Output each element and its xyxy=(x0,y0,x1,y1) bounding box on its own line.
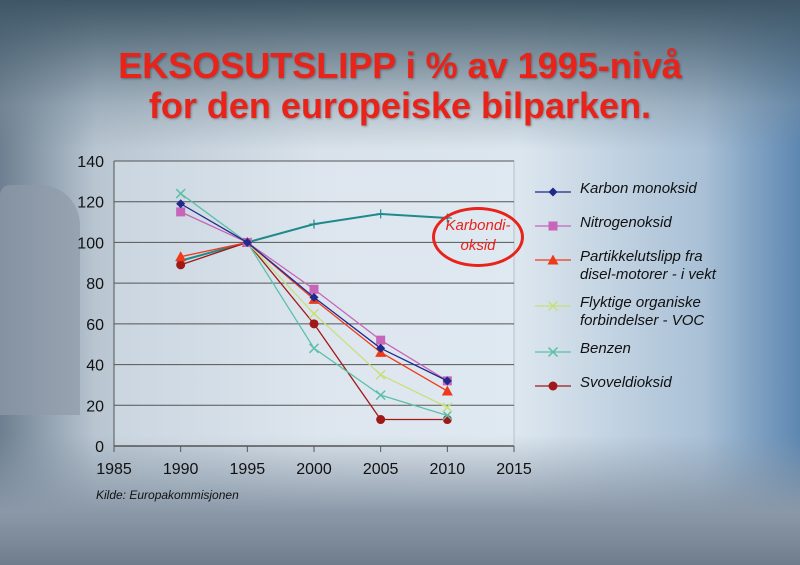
legend-label-line: Nitrogenoksid xyxy=(580,214,672,231)
background-car xyxy=(0,185,80,415)
legend-label: Partikkelutslipp fra disel-motorer - i ve… xyxy=(580,248,716,284)
legend-symbol-x-icon xyxy=(535,301,571,311)
legend-symbol-diamond-icon xyxy=(535,187,571,197)
x-tick-label: 2005 xyxy=(363,461,399,478)
background-trees xyxy=(0,0,800,150)
legend-item: Benzen xyxy=(530,340,790,374)
legend-marker xyxy=(548,381,558,391)
y-tick-label: 60 xyxy=(86,317,104,334)
data-point xyxy=(308,343,320,354)
data-point xyxy=(309,292,319,302)
data-point xyxy=(442,402,453,413)
data-point xyxy=(176,199,186,209)
source-note: Kilde: Europakommisjonen xyxy=(96,488,239,502)
y-tick-label: 100 xyxy=(77,235,104,252)
y-tick-label: 40 xyxy=(86,358,104,375)
legend-symbol-square-icon xyxy=(535,221,571,231)
data-point xyxy=(442,410,453,421)
data-point xyxy=(376,335,386,345)
legend-label-line: Partikkelutslipp fra xyxy=(580,248,703,265)
legend-label-line: disel-motorer - i vekt xyxy=(580,266,716,283)
legend-item: Karbon monoksid xyxy=(530,180,790,214)
legend-label: Nitrogenoksid xyxy=(580,214,672,232)
legend-item: Nitrogenoksid xyxy=(530,214,790,248)
legend-symbol-circle-icon xyxy=(535,381,571,391)
data-point xyxy=(176,207,186,217)
data-point xyxy=(308,308,320,319)
legend-label: Benzen xyxy=(580,340,631,358)
x-tick-label: 2015 xyxy=(496,461,532,478)
legend-marker xyxy=(548,221,558,231)
y-tick-label: 20 xyxy=(86,398,104,415)
series-line xyxy=(246,241,448,408)
data-point xyxy=(375,390,386,401)
data-point xyxy=(441,385,453,396)
data-point xyxy=(309,219,319,229)
legend-label: Svoveldioksid xyxy=(580,374,672,392)
data-point xyxy=(175,251,187,262)
background-road xyxy=(0,435,800,565)
chart-title: EKSOSUTSLIPP i % av 1995-nivå for den eu… xyxy=(0,46,800,126)
legend-label-line: Benzen xyxy=(580,340,631,357)
legend-marker xyxy=(547,301,559,311)
co2-annotation: Karbondi- oksid xyxy=(432,207,524,267)
annotation-line-2: oksid xyxy=(460,237,496,254)
y-tick-label: 120 xyxy=(77,195,104,212)
x-tick-label: 1995 xyxy=(230,461,266,478)
data-point xyxy=(242,237,252,247)
series-svoveldioksid xyxy=(176,237,452,425)
x-tick-label: 1985 xyxy=(96,461,132,478)
data-point xyxy=(309,284,319,294)
chart-legend: Karbon monoksid Nitrogenoksid Partikkeluts… xyxy=(530,180,790,408)
annotation-line-1: Karbondi- xyxy=(445,217,511,234)
legend-label: Karbon monoksid xyxy=(580,180,697,198)
legend-symbol-triangle-icon xyxy=(535,255,571,265)
x-tick-label: 2010 xyxy=(430,461,466,478)
data-point xyxy=(376,209,386,219)
data-point xyxy=(442,376,452,386)
legend-label-line: forbindelser - VOC xyxy=(580,312,705,329)
y-tick-label: 80 xyxy=(86,276,104,293)
title-line-1: EKSOSUTSLIPP i % av 1995-nivå xyxy=(118,45,682,86)
legend-marker xyxy=(547,347,559,357)
legend-marker xyxy=(547,255,559,265)
x-tick-label: 2000 xyxy=(296,461,332,478)
title-line-2: for den europeiske bilparken. xyxy=(148,85,652,126)
legend-label-line: Karbon monoksid xyxy=(580,180,697,197)
data-point xyxy=(175,188,186,199)
series-karbon-monoksid xyxy=(176,199,452,386)
legend-item: Svoveldioksid xyxy=(530,374,790,408)
legend-marker xyxy=(548,187,558,197)
y-tick-label: 140 xyxy=(77,154,104,171)
data-point xyxy=(176,260,186,270)
legend-symbol-x-icon xyxy=(535,347,571,357)
y-tick-label: 0 xyxy=(95,439,104,456)
data-point xyxy=(375,369,386,380)
legend-label: Flyktige organiske forbindelser - VOC xyxy=(580,294,704,330)
legend-item: Partikkelutslipp fra disel-motorer - i ve… xyxy=(530,248,790,294)
legend-label-line: Svoveldioksid xyxy=(580,374,672,391)
data-point xyxy=(309,319,319,329)
legend-item: Flyktige organiske forbindelser - VOC xyxy=(530,294,790,340)
data-point xyxy=(376,415,386,425)
annotation-circle xyxy=(432,207,524,267)
legend-label-line: Flyktige organiske xyxy=(580,294,701,311)
data-point xyxy=(376,343,386,353)
x-tick-label: 1990 xyxy=(163,461,199,478)
